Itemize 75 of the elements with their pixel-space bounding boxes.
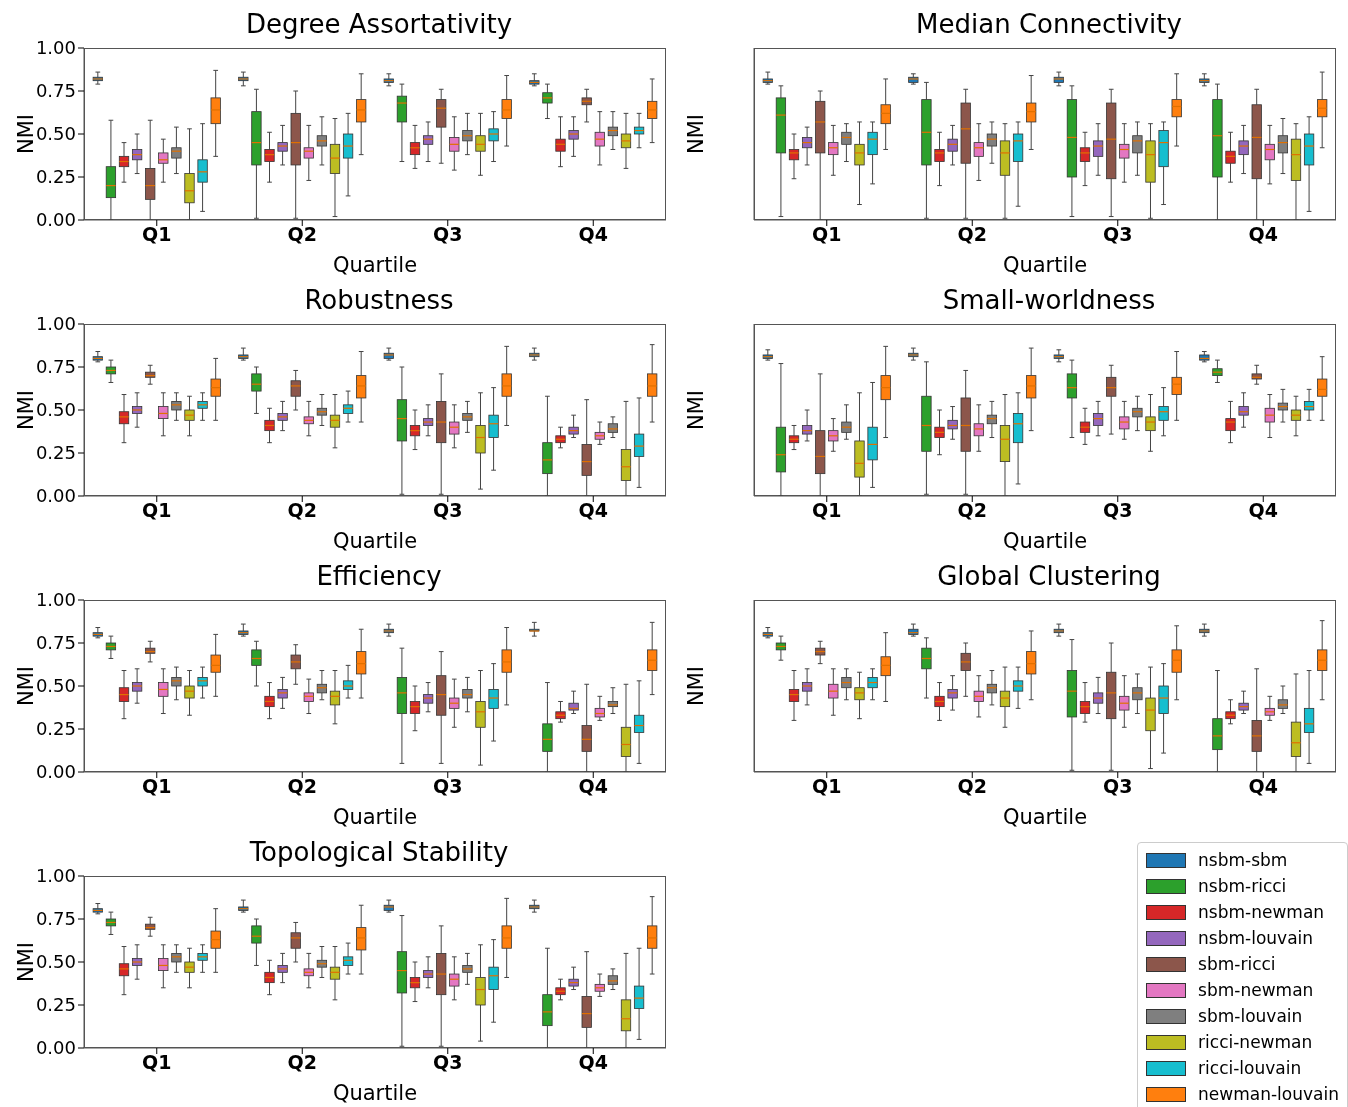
x-tick-label: Q3 <box>433 775 463 798</box>
x-tick-label: Q2 <box>957 499 987 522</box>
x-tick-label: Q4 <box>1248 499 1278 522</box>
legend-label: ricci-newman <box>1198 1032 1313 1052</box>
y-tick-label: 0.00 <box>35 761 76 783</box>
chart-title: Degree Assortativity <box>245 9 513 39</box>
x-tick-label: Q3 <box>433 1051 463 1074</box>
x-tick-label: Q4 <box>1248 775 1278 798</box>
x-axis-title: Quartile <box>1002 805 1088 829</box>
x-tick-label: Q2 <box>287 223 317 246</box>
chart-title: Global Clustering <box>936 560 1162 592</box>
y-tick-label: 1.00 <box>35 313 76 335</box>
y-tick-label: 0.75 <box>35 908 76 930</box>
x-tick-label: Q3 <box>433 499 463 522</box>
chart-title: Robustness <box>304 285 454 315</box>
chart-title: Efficiency <box>316 561 442 591</box>
x-tick-label: Q1 <box>142 1051 172 1074</box>
x-axis-title: Quartile <box>332 529 418 553</box>
x-axis-title: Quartile <box>1002 529 1088 553</box>
chart-title: Topological Stability <box>249 837 509 867</box>
y-tick-label: 0.75 <box>35 632 76 654</box>
legend-label: nsbm-ricci <box>1198 876 1287 896</box>
x-tick-label: Q1 <box>812 223 842 246</box>
x-tick-label: Q4 <box>578 499 608 522</box>
y-tick-label: 0.25 <box>35 994 76 1016</box>
y-tick-label: 0.00 <box>35 209 76 231</box>
y-tick-label: 1.00 <box>35 589 76 611</box>
legend-label: nsbm-louvain <box>1198 928 1314 948</box>
legend-label: sbm-louvain <box>1198 1006 1303 1026</box>
x-axis-title: Quartile <box>332 253 418 277</box>
y-tick-label: 0.25 <box>35 718 76 740</box>
x-tick-label: Q2 <box>957 223 987 246</box>
legend-label: newman-louvain <box>1198 1084 1339 1104</box>
y-tick-label: 0.50 <box>35 675 76 697</box>
x-tick-label: Q3 <box>1103 499 1133 522</box>
y-tick-label: 0.25 <box>35 442 76 464</box>
y-tick-label: 0.00 <box>35 1037 76 1059</box>
x-tick-label: Q4 <box>578 223 608 246</box>
y-axis-title: NMI <box>684 665 709 707</box>
x-tick-label: Q3 <box>433 223 463 246</box>
legend-label: sbm-newman <box>1198 980 1314 1000</box>
x-tick-label: Q1 <box>142 775 172 798</box>
legend-label: nsbm-sbm <box>1198 850 1288 870</box>
x-tick-label: Q4 <box>1248 223 1278 246</box>
y-tick-label: 0.75 <box>35 356 76 378</box>
y-tick-label: 0.50 <box>35 399 76 421</box>
x-axis-title: Quartile <box>332 1081 418 1105</box>
y-tick-label: 0.50 <box>35 123 76 145</box>
x-tick-label: Q1 <box>142 223 172 246</box>
x-tick-label: Q4 <box>578 775 608 798</box>
y-axis-title: NMI <box>684 389 709 431</box>
x-tick-label: Q2 <box>287 775 317 798</box>
x-tick-label: Q1 <box>812 499 842 522</box>
y-tick-label: 0.50 <box>35 951 76 973</box>
chart-title: Small-worldness <box>941 284 1157 316</box>
y-tick-label: 0.25 <box>35 166 76 188</box>
x-tick-label: Q2 <box>957 775 987 798</box>
y-tick-label: 1.00 <box>35 865 76 887</box>
x-tick-label: Q4 <box>578 1051 608 1074</box>
y-tick-label: 1.00 <box>35 37 76 59</box>
legend-label: sbm-ricci <box>1198 954 1276 974</box>
x-tick-label: Q1 <box>812 775 842 798</box>
y-tick-label: 0.00 <box>35 485 76 507</box>
x-tick-label: Q1 <box>142 499 172 522</box>
y-tick-label: 0.75 <box>35 80 76 102</box>
x-tick-label: Q2 <box>287 499 317 522</box>
y-axis-title: NMI <box>684 113 709 155</box>
x-axis-title: Quartile <box>1002 253 1088 277</box>
legend-label: nsbm-newman <box>1198 902 1325 922</box>
chart-title: Median Connectivity <box>915 8 1183 40</box>
legend-label: ricci-louvain <box>1198 1058 1302 1078</box>
x-axis-title: Quartile <box>332 805 418 829</box>
x-tick-label: Q3 <box>1103 223 1133 246</box>
x-tick-label: Q2 <box>287 1051 317 1074</box>
x-tick-label: Q3 <box>1103 775 1133 798</box>
